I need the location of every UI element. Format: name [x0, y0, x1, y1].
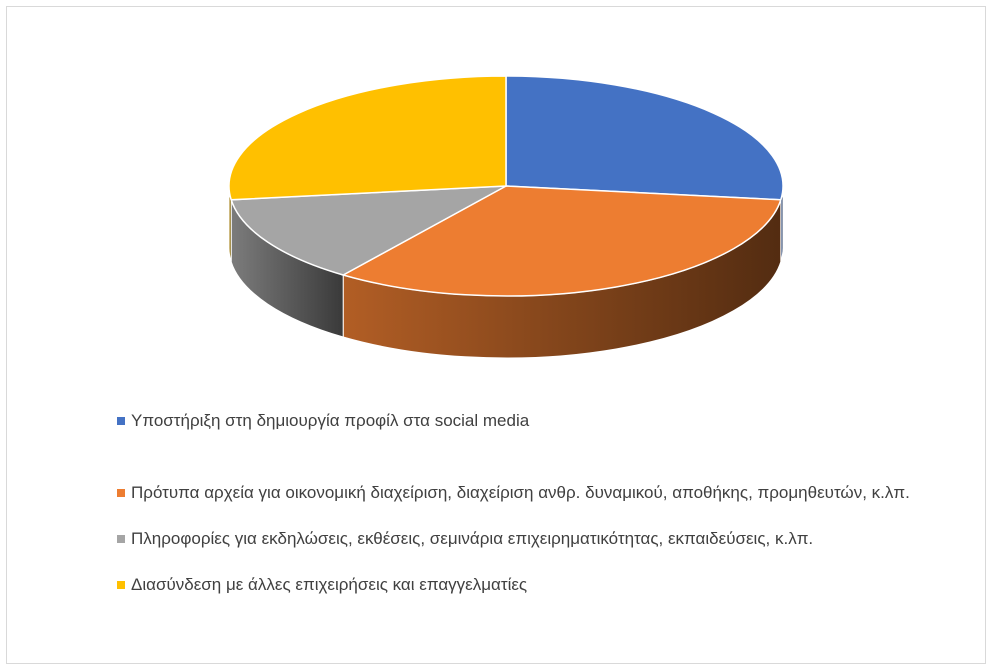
- pie-chart: [228, 75, 784, 359]
- legend-label: Υποστήριξη στη δημιουργία προφίλ στα soc…: [131, 411, 530, 430]
- slice: [505, 75, 784, 201]
- slice: [230, 185, 507, 276]
- legend: Υποστήριξη στη δημιουργία προφίλ στα soc…: [117, 409, 967, 619]
- legend-swatch: [117, 489, 125, 497]
- legend-swatch: [117, 417, 125, 425]
- legend-swatch: [117, 535, 125, 543]
- legend-label: Πληροφορίες για εκδηλώσεις, εκθέσεις, σε…: [131, 529, 814, 548]
- legend-label: Διασύνδεση με άλλες επιχειρήσεις και επα…: [131, 575, 528, 594]
- legend-item: Πληροφορίες για εκδηλώσεις, εκθέσεις, σε…: [117, 527, 967, 551]
- legend-label: Πρότυπα αρχεία για οικονομική διαχείριση…: [131, 483, 910, 502]
- legend-item: Πρότυπα αρχεία για οικονομική διαχείριση…: [117, 481, 967, 505]
- slice: [341, 185, 782, 297]
- chart-frame: Υποστήριξη στη δημιουργία προφίλ στα soc…: [6, 6, 986, 664]
- slice-tops: [228, 75, 784, 297]
- legend-item: Υποστήριξη στη δημιουργία προφίλ στα soc…: [117, 409, 967, 433]
- slice: [228, 75, 507, 201]
- legend-item: Διασύνδεση με άλλες επιχειρήσεις και επα…: [117, 573, 967, 597]
- legend-swatch: [117, 581, 125, 589]
